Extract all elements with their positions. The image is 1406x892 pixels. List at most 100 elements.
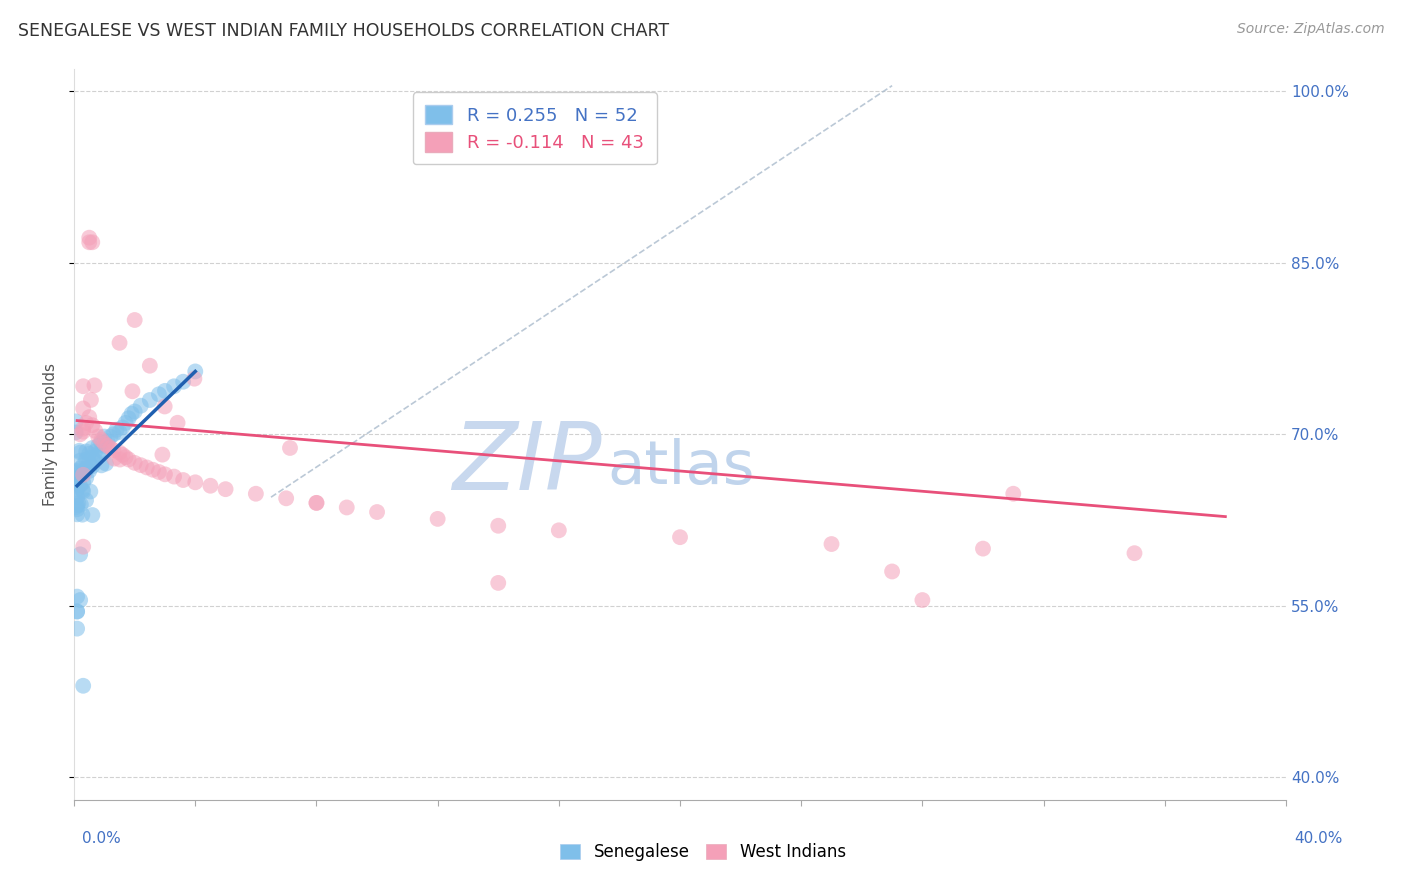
Point <box>77 447 100 461</box>
Point <box>70 498 93 512</box>
Point <box>108 452 131 467</box>
Point <box>103 451 125 466</box>
Text: atlas: atlas <box>607 438 755 497</box>
Point <box>163 379 186 393</box>
Point <box>75 452 97 467</box>
Text: Source: ZipAtlas.com: Source: ZipAtlas.com <box>1237 22 1385 37</box>
Point <box>276 491 298 506</box>
Point <box>139 392 162 407</box>
Point <box>96 434 118 449</box>
Point <box>124 313 146 327</box>
Point <box>65 414 87 428</box>
Point <box>66 622 89 636</box>
Point <box>117 411 139 425</box>
Point <box>66 473 89 487</box>
Point <box>75 493 97 508</box>
Point <box>305 496 328 510</box>
Point <box>72 679 94 693</box>
Text: 0.0%: 0.0% <box>82 831 121 847</box>
Point <box>72 483 94 497</box>
Point <box>111 420 134 434</box>
Point <box>100 441 122 455</box>
Point <box>72 458 94 472</box>
Point <box>880 565 903 579</box>
Point <box>65 475 87 490</box>
Point <box>139 359 162 373</box>
Point <box>72 401 94 416</box>
Point <box>142 463 165 477</box>
Point <box>72 475 94 490</box>
Text: SENEGALESE VS WEST INDIAN FAMILY HOUSEHOLDS CORRELATION CHART: SENEGALESE VS WEST INDIAN FAMILY HOUSEHO… <box>18 22 669 40</box>
Point <box>82 441 104 455</box>
Point <box>69 479 91 493</box>
Point <box>153 400 176 414</box>
Point <box>83 378 105 392</box>
Point <box>111 448 134 462</box>
Point <box>105 423 128 437</box>
Point <box>77 456 100 470</box>
Point <box>66 490 89 504</box>
Point <box>77 230 100 244</box>
Point <box>72 466 94 480</box>
Point <box>486 575 509 590</box>
Point <box>84 444 107 458</box>
Point <box>77 410 100 425</box>
Point <box>214 482 236 496</box>
Point <box>166 416 188 430</box>
Point <box>66 482 89 496</box>
Point <box>820 537 842 551</box>
Point <box>129 399 152 413</box>
Point <box>278 441 301 455</box>
Point <box>77 464 100 478</box>
Point <box>90 435 112 450</box>
Point <box>69 427 91 442</box>
Point <box>67 496 90 510</box>
Legend: Senegalese, West Indians: Senegalese, West Indians <box>554 837 852 868</box>
Point <box>84 424 107 438</box>
Point <box>65 500 87 515</box>
Point <box>336 500 359 515</box>
Point <box>108 445 131 459</box>
Point <box>90 458 112 473</box>
Point <box>100 429 122 443</box>
Point <box>117 452 139 467</box>
Point <box>65 466 87 480</box>
Point <box>72 425 94 439</box>
Text: ZIP: ZIP <box>451 418 602 509</box>
Point <box>82 235 104 250</box>
Point <box>148 387 170 401</box>
Point <box>82 450 104 465</box>
Point <box>90 443 112 458</box>
Point <box>72 379 94 393</box>
Point <box>66 508 89 522</box>
Point <box>972 541 994 556</box>
Point <box>75 416 97 430</box>
Point <box>103 443 125 458</box>
Point <box>82 459 104 474</box>
Point <box>69 593 91 607</box>
Y-axis label: Family Households: Family Households <box>44 363 58 506</box>
Point <box>1002 487 1025 501</box>
Point <box>66 590 89 604</box>
Point <box>75 444 97 458</box>
Point <box>93 436 115 450</box>
Point <box>66 605 89 619</box>
Point <box>94 457 117 471</box>
Point <box>124 404 146 418</box>
Point <box>184 364 207 378</box>
Point <box>153 467 176 482</box>
Point <box>129 458 152 472</box>
Point <box>69 461 91 475</box>
Point <box>69 547 91 561</box>
Point <box>669 530 692 544</box>
Point <box>65 474 87 488</box>
Point <box>67 443 90 458</box>
Point <box>172 375 194 389</box>
Point <box>72 467 94 482</box>
Point <box>148 465 170 479</box>
Point <box>66 464 89 478</box>
Point <box>547 524 569 538</box>
Point <box>65 484 87 499</box>
Point <box>96 439 118 453</box>
Point <box>108 425 131 439</box>
